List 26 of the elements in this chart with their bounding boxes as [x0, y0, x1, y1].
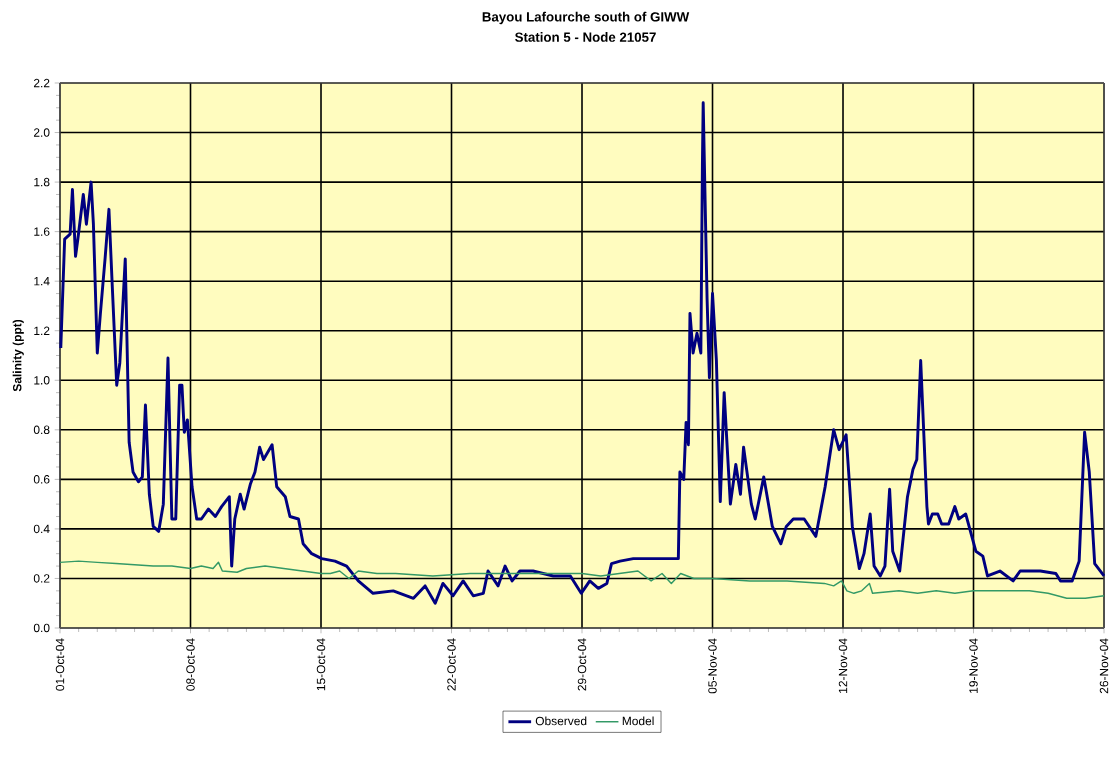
- x-tick-label: 15-Oct-04: [316, 638, 326, 691]
- y-tick-label: 1.0: [34, 376, 50, 385]
- x-tick-label: 08-Oct-04: [186, 638, 195, 691]
- y-tick-label: 0.8: [33, 425, 50, 435]
- y-tick-label: 1.4: [34, 277, 50, 286]
- y-tick-label: 2.0: [33, 128, 50, 137]
- x-tick-label: 05-Nov-04: [708, 638, 717, 694]
- y-tick-label: 1.8: [34, 177, 50, 187]
- x-tick-label: 26-Nov-04: [1099, 638, 1109, 694]
- x-tick-label: 01-Oct-04: [55, 638, 65, 691]
- chart-title: Bayou Lafourche south of GIWW: [482, 11, 690, 25]
- y-tick-label: 1.2: [34, 326, 50, 335]
- x-tick-label: 22-Oct-04: [447, 638, 456, 691]
- y-tick-label: 0.2: [33, 574, 50, 583]
- chart-subtitle: Station 5 - Node 21057: [515, 32, 656, 42]
- x-tick-label: 12-Nov-04: [838, 638, 848, 693]
- x-tick-label: 29-Oct-04: [577, 638, 587, 691]
- y-tick-label: 1.6: [34, 227, 50, 236]
- y-tick-label: 0.4: [33, 524, 50, 534]
- y-tick-label: 2.2: [33, 78, 50, 88]
- y-axis-title: Salinity (ppt): [12, 319, 24, 392]
- legend-label: Model: [622, 716, 654, 726]
- legend-label: Observed: [535, 716, 587, 726]
- x-tick-label: 19-Nov-04: [969, 638, 978, 693]
- y-tick-label: 0.0: [33, 623, 50, 633]
- y-tick-label: 0.6: [33, 475, 50, 484]
